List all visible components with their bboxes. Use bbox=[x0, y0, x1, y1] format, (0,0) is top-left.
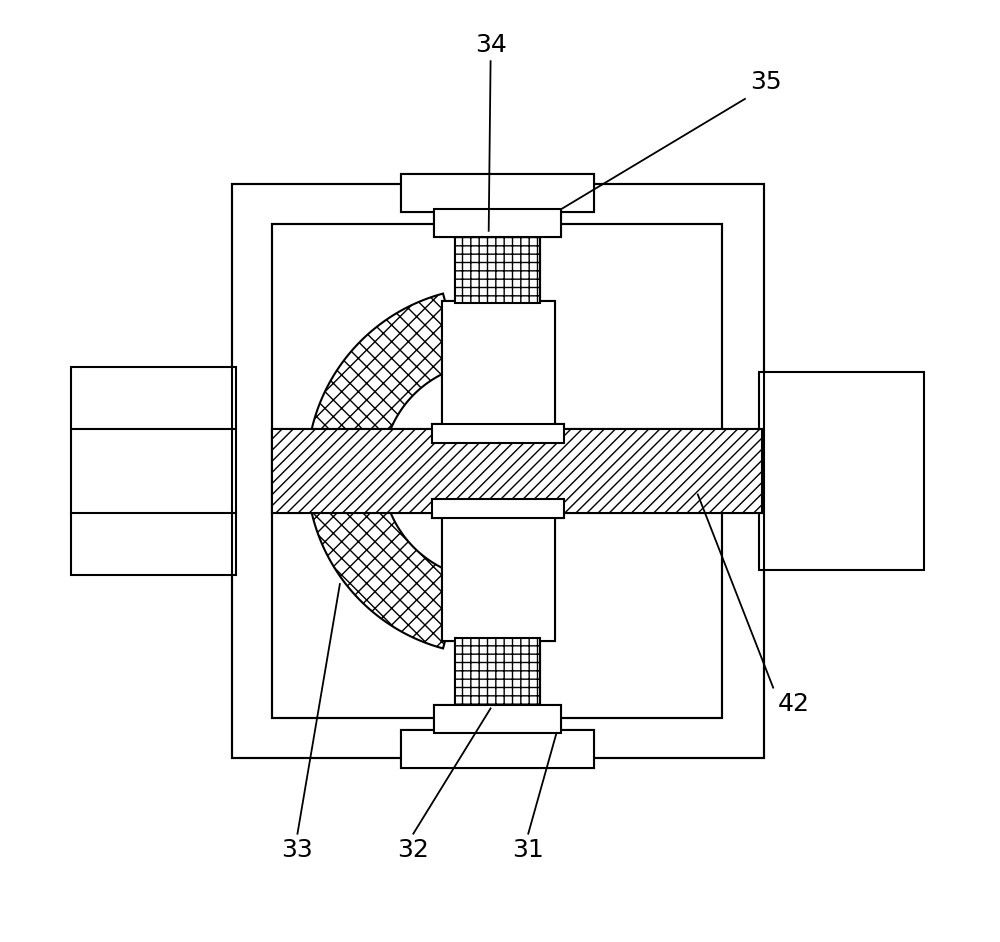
Bar bbox=[432, 499, 564, 518]
Text: 33: 33 bbox=[282, 838, 313, 862]
Bar bbox=[272, 224, 722, 718]
Bar bbox=[232, 184, 764, 758]
Bar bbox=[442, 301, 555, 433]
Bar bbox=[442, 509, 555, 641]
Text: 35: 35 bbox=[750, 71, 781, 94]
Bar bbox=[434, 209, 561, 237]
Bar bbox=[432, 424, 564, 443]
Bar bbox=[401, 174, 594, 212]
Text: 42: 42 bbox=[778, 692, 810, 716]
Bar bbox=[455, 638, 540, 708]
Polygon shape bbox=[307, 294, 463, 648]
Text: 31: 31 bbox=[512, 838, 544, 862]
Bar bbox=[272, 224, 722, 718]
Bar bbox=[442, 301, 555, 433]
Bar bbox=[401, 174, 594, 212]
Bar bbox=[432, 424, 564, 443]
Bar bbox=[272, 429, 762, 513]
Bar bbox=[71, 367, 236, 575]
Bar bbox=[432, 499, 564, 518]
Bar bbox=[401, 730, 594, 768]
Text: 32: 32 bbox=[397, 838, 429, 862]
Bar bbox=[401, 730, 594, 768]
Bar bbox=[455, 638, 540, 708]
Bar bbox=[272, 429, 762, 513]
Bar bbox=[455, 233, 540, 303]
Bar bbox=[232, 184, 764, 758]
Bar bbox=[434, 705, 561, 733]
Bar bbox=[759, 372, 924, 570]
Bar bbox=[442, 509, 555, 641]
Bar bbox=[434, 209, 561, 237]
Bar bbox=[455, 233, 540, 303]
Text: 34: 34 bbox=[475, 33, 507, 57]
Bar bbox=[434, 705, 561, 733]
